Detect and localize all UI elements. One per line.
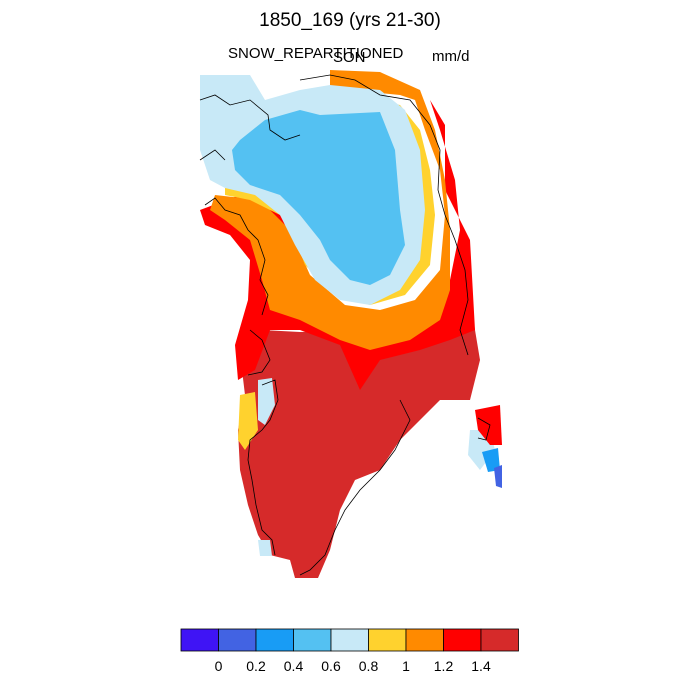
units-label: mm/d: [432, 48, 470, 65]
colorbar-tick-label: 1.2: [434, 658, 454, 674]
coastline-segment: [247, 329, 271, 376]
coastline-segment: [204, 197, 269, 316]
colorbar-tick-label: 0.6: [321, 658, 341, 674]
zone-ne-red: [475, 405, 502, 445]
colorbar-tick-label: 0.4: [284, 658, 304, 674]
colorbar-tick-label: 0: [215, 658, 223, 674]
coastline-segment: [247, 379, 279, 556]
colorbar-box: [480, 628, 519, 652]
coastline-segment: [199, 149, 226, 161]
variable-name: SNOW_REPARTITIONED: [228, 45, 404, 62]
colorbar-box: [330, 628, 369, 652]
zone-1.0-1.2: [210, 70, 450, 350]
zone-gt-1.4-south: [238, 300, 480, 578]
coastline-segment: [299, 74, 469, 356]
coastline-segment: [477, 417, 491, 441]
colorbar-box: [405, 628, 444, 652]
colorbar-tick-label: 1: [402, 658, 410, 674]
colorbar-box: [293, 628, 332, 652]
zone-w-light: [258, 378, 275, 425]
colorbar-box: [218, 628, 257, 652]
zone-ne-blue: [482, 448, 500, 472]
zone-s-tip: [258, 540, 272, 556]
zone-0.4-0.6: [232, 110, 405, 285]
colorbar-tick-label: 1.4: [471, 658, 491, 674]
colorbar-box: [180, 628, 219, 652]
colorbar-box: [255, 628, 294, 652]
zone-w-yellow: [238, 392, 258, 450]
zone-ne-deepblue: [494, 465, 502, 488]
coastline-segment: [299, 399, 411, 576]
colorbar-box: [368, 628, 407, 652]
coastline-segment: [199, 94, 301, 141]
colorbar-tick-label: 0.8: [359, 658, 379, 674]
colorbar-tick-label: 0.2: [246, 658, 266, 674]
colorbar-box: [443, 628, 482, 652]
season-label: SON: [333, 49, 366, 66]
plot-title: 1850_169 (yrs 21-30): [259, 10, 441, 31]
